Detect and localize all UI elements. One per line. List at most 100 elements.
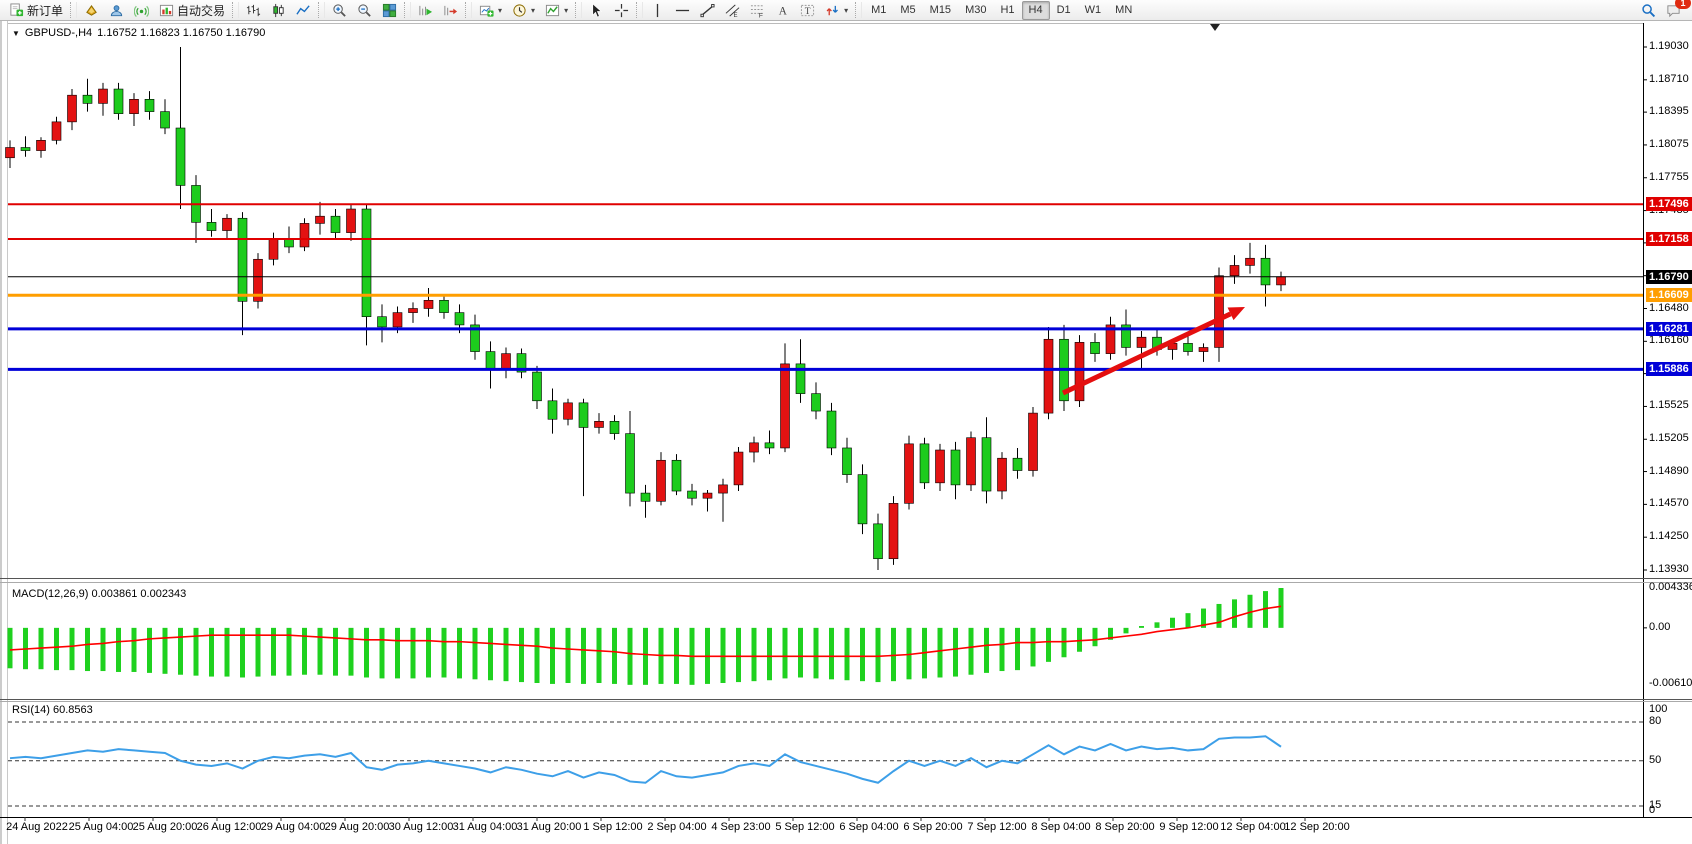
price-tick-label: 1.14570: [1649, 497, 1689, 510]
zoom-out-button[interactable]: [352, 0, 377, 21]
chart-canvas: [0, 21, 1692, 844]
candlestick: [361, 208, 372, 318]
timeframe-d1-button[interactable]: D1: [1050, 1, 1078, 20]
vertical-line-button[interactable]: [645, 0, 670, 21]
price-badge-1.16609: 1.16609: [1646, 288, 1692, 303]
time-axis-label: 24 Aug 2022: [6, 821, 68, 833]
timeframe-mn-button-label: MN: [1115, 3, 1133, 16]
trendline-button[interactable]: [695, 0, 720, 21]
timeframe-m1-button[interactable]: M1: [864, 1, 893, 20]
chart-menu-triangle-icon[interactable]: ▼: [12, 28, 20, 38]
timeframe-w1-button[interactable]: W1: [1078, 1, 1109, 20]
chevron-down-icon[interactable]: ▾: [844, 5, 849, 15]
chart-shift-button[interactable]: [438, 0, 463, 21]
text-label-button[interactable]: T: [795, 0, 820, 21]
candlestick: [377, 316, 387, 328]
indicators-button[interactable]: ▾: [540, 0, 573, 21]
autotrading-button[interactable]: 自动交易: [154, 0, 230, 21]
macd-histogram-bar: [85, 627, 90, 672]
linechart-icon: [296, 3, 311, 18]
macd-histogram-bar: [999, 627, 1005, 672]
timeframe-m5-button[interactable]: M5: [893, 1, 922, 20]
time-axis-label: 8 Sep 20:00: [1095, 821, 1155, 833]
notifications-button[interactable]: 1: [1661, 0, 1691, 21]
text-button[interactable]: A: [770, 0, 795, 21]
rsi-tick-label: 15: [1649, 799, 1662, 811]
macd-histogram-bar: [457, 627, 462, 679]
new-order-button-label: 新订单: [27, 3, 64, 18]
candlestick-chart-button[interactable]: [266, 0, 291, 21]
chevron-down-icon[interactable]: ▾: [564, 5, 569, 15]
newchart-icon: [479, 3, 494, 18]
macd-histogram-bar: [627, 627, 633, 685]
fibonacci-button[interactable]: F: [745, 0, 770, 21]
tile-windows-button[interactable]: [377, 0, 402, 21]
new-order-button[interactable]: 新订单: [4, 0, 68, 21]
auto-scroll-button[interactable]: [413, 0, 438, 21]
time-axis-label: 9 Sep 12:00: [1159, 821, 1219, 833]
toolbar-separator: [855, 2, 863, 18]
equidistant-channel-button[interactable]: E: [720, 0, 745, 21]
textA-icon: A: [775, 3, 790, 18]
search-button[interactable]: [1636, 0, 1661, 21]
candlestick: [826, 410, 837, 449]
bar-chart-button[interactable]: [241, 0, 266, 21]
community-button[interactable]: [104, 0, 129, 21]
candlestick: [1105, 324, 1116, 354]
macd-histogram-bar: [798, 627, 803, 678]
timeframe-m5-button-label: M5: [900, 3, 916, 16]
time-axis-label: 2 Sep 04:00: [647, 821, 707, 833]
market-watch-button[interactable]: [79, 0, 104, 21]
candlestick: [175, 127, 186, 186]
candlestick: [702, 492, 713, 499]
timeframe-mn-button[interactable]: MN: [1108, 1, 1139, 20]
time-axis-label: 25 Aug 04:00: [68, 821, 134, 833]
macd-histogram-bar: [209, 627, 214, 677]
macd-histogram-bar: [1201, 608, 1206, 628]
timeframe-m15-button[interactable]: M15: [923, 1, 958, 20]
price-badge-1.16790: 1.16790: [1646, 269, 1692, 284]
candlestick: [299, 223, 310, 248]
cursor-button[interactable]: [584, 0, 609, 21]
crosshair-icon: [614, 3, 629, 18]
candlestick: [904, 443, 914, 504]
new-chart-button[interactable]: ▾: [474, 0, 507, 21]
horizontal-line-button[interactable]: [670, 0, 695, 21]
macd-histogram-bar: [581, 627, 586, 684]
candlestick: [1043, 338, 1054, 414]
trend-arrow-head[interactable]: [1227, 307, 1245, 321]
zoom-in-button[interactable]: [327, 0, 352, 21]
chevron-down-icon[interactable]: ▾: [531, 5, 536, 15]
macd-histogram-bar: [100, 627, 106, 672]
macd-histogram-bar: [503, 627, 509, 682]
candlestick: [392, 312, 403, 328]
macd-histogram-bar: [224, 627, 230, 677]
svg-text:F: F: [759, 12, 763, 17]
signals-button[interactable]: [129, 0, 154, 21]
timeframe-m30-button[interactable]: M30: [958, 1, 993, 20]
chevron-down-icon[interactable]: ▾: [498, 5, 503, 15]
zoomout-icon: [357, 3, 372, 18]
timeframe-h4-button[interactable]: H4: [1021, 0, 1050, 20]
line-chart-button[interactable]: [291, 0, 316, 21]
profiles-button[interactable]: ▾: [507, 0, 540, 21]
crosshair-button[interactable]: [609, 0, 634, 21]
candlestick: [547, 400, 558, 420]
trend-arrow-shaft[interactable]: [1061, 311, 1232, 396]
macd-histogram-bar: [1092, 627, 1098, 647]
macd-histogram-bar: [1263, 591, 1268, 628]
arrows-button[interactable]: ▾: [820, 0, 853, 21]
main-toolbar: 新订单 自动交易 ▾ ▾ ▾ E F A T ▾ M1 M5 M15 M30 H1 H4 D1 W1 MN 1: [0, 0, 1692, 21]
candlestick: [656, 459, 666, 502]
timeframe-h1-button[interactable]: H1: [993, 1, 1021, 20]
candlestick: [51, 121, 62, 141]
time-axis-label: 1 Sep 12:00: [583, 821, 643, 833]
community-icon: [109, 3, 124, 18]
candlestick: [795, 363, 806, 394]
candlestick: [485, 351, 496, 371]
rsi-tick-label: 100: [1649, 703, 1668, 715]
macd-histogram-bar: [255, 627, 261, 677]
candlestick: [1229, 265, 1240, 276]
candlestick: [315, 215, 325, 224]
chart-shift-marker[interactable]: [1210, 24, 1220, 31]
